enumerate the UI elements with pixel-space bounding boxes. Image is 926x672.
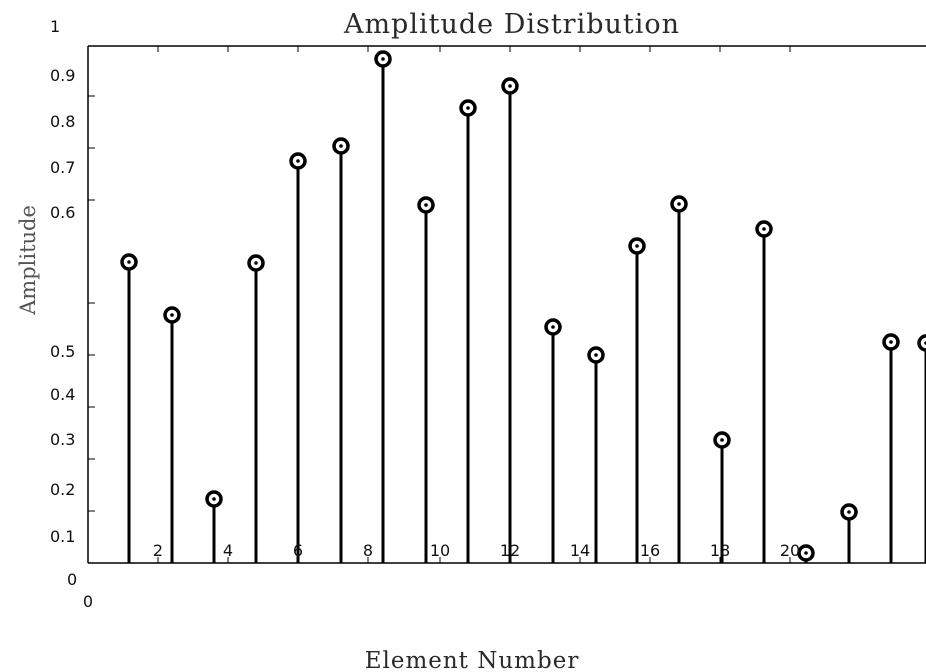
stem-marker-dot	[508, 84, 512, 88]
x-tick-label: 12	[500, 541, 520, 560]
stem-marker-dot	[847, 510, 851, 514]
stem-marker-dot	[720, 438, 724, 442]
x-axis-label: Element Number	[365, 648, 580, 672]
y-tick-label: 0.4	[50, 385, 75, 404]
x-tick-label: 10	[430, 541, 450, 560]
stem-marker-dot	[254, 261, 258, 265]
x-tick-label: 6	[293, 541, 303, 560]
chart-title: Amplitude Distribution	[343, 9, 680, 40]
y-tick-label: 0.7	[50, 158, 75, 177]
stem-marker-dot	[170, 313, 174, 317]
x-tick-label: 14	[570, 541, 590, 560]
y-tick-label: 0.6	[50, 203, 75, 222]
axis-ticks	[88, 45, 791, 563]
x-tick-label: 8	[363, 541, 373, 560]
y-axis-label: Amplitude	[16, 205, 40, 316]
stem-marker-dot	[804, 551, 808, 555]
stem-marker-dot	[594, 353, 598, 357]
stem-marker-dot	[339, 144, 343, 148]
stem-marker-dot	[635, 244, 639, 248]
y-tick-label: 0.2	[50, 480, 75, 499]
y-tick-label: 0	[67, 570, 77, 589]
stem-marker-dot	[762, 227, 766, 231]
y-tick-label: 0.9	[50, 66, 75, 85]
x-tick-label: 2	[153, 541, 163, 560]
stem-marker-dot	[212, 497, 216, 501]
stem-marker-dot	[381, 57, 385, 61]
stem-marker-dot	[889, 340, 893, 344]
stem-marker-dot	[296, 159, 300, 163]
y-tick-label: 0.3	[50, 430, 75, 449]
stem-marker-dot	[424, 203, 428, 207]
stem-series	[120, 50, 926, 563]
x-tick-label: 16	[640, 541, 660, 560]
x-tick-label: 4	[223, 541, 233, 560]
x-tick-label: 18	[710, 541, 730, 560]
stem-marker-dot	[127, 260, 131, 264]
y-tick-label: 0.1	[50, 527, 75, 546]
stem-marker	[917, 334, 926, 352]
x-tick-label: 20	[780, 541, 800, 560]
stem-marker-dot	[677, 202, 681, 206]
stem-marker-dot	[466, 106, 470, 110]
plot-axes	[87, 45, 926, 564]
stem-marker-dot	[551, 325, 555, 329]
y-tick-label: 0.8	[50, 112, 75, 131]
y-tick-label: 0.5	[50, 342, 75, 361]
x-tick-label: 0	[83, 592, 93, 611]
y-tick-label: 1	[50, 17, 60, 36]
